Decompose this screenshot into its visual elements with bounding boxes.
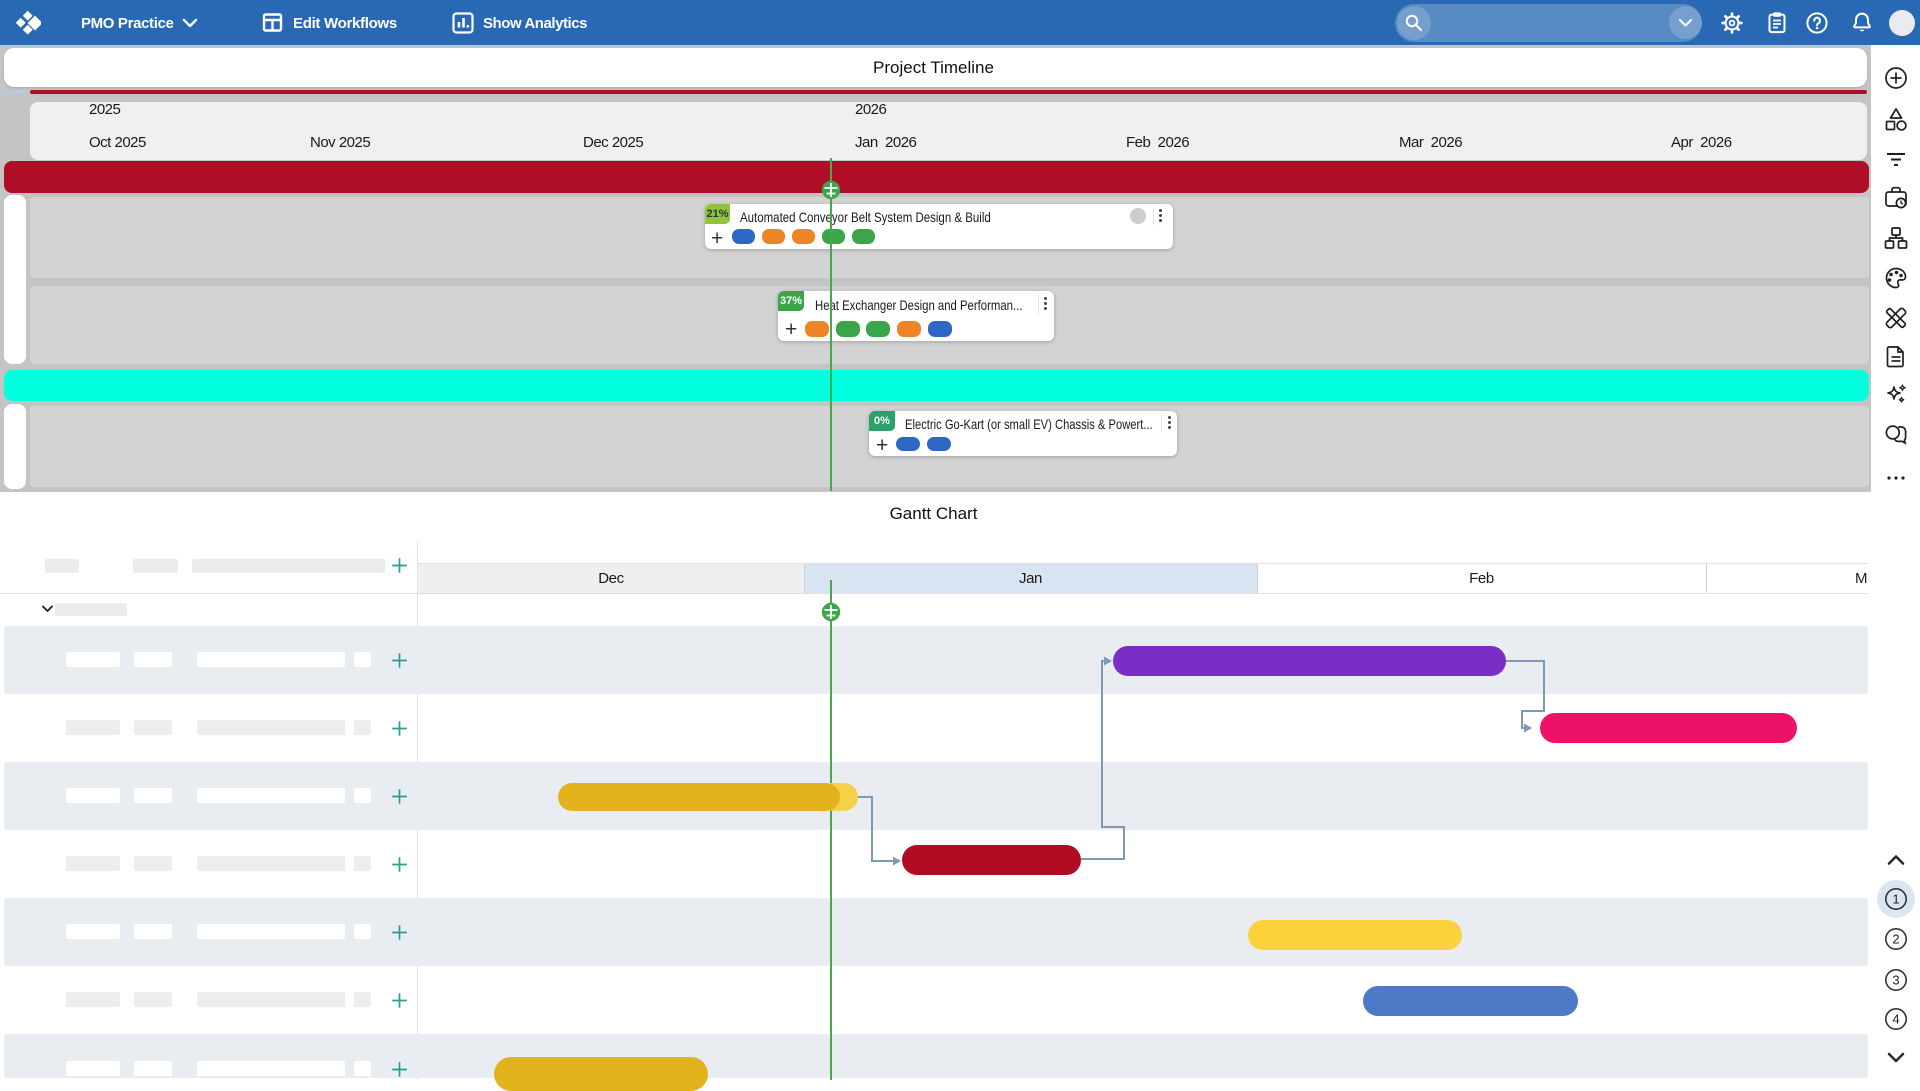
svg-text:4: 4 bbox=[1892, 1012, 1899, 1027]
svg-text:1: 1 bbox=[1892, 892, 1899, 907]
svg-text:2: 2 bbox=[1892, 932, 1899, 947]
svg-text:3: 3 bbox=[1892, 973, 1899, 988]
